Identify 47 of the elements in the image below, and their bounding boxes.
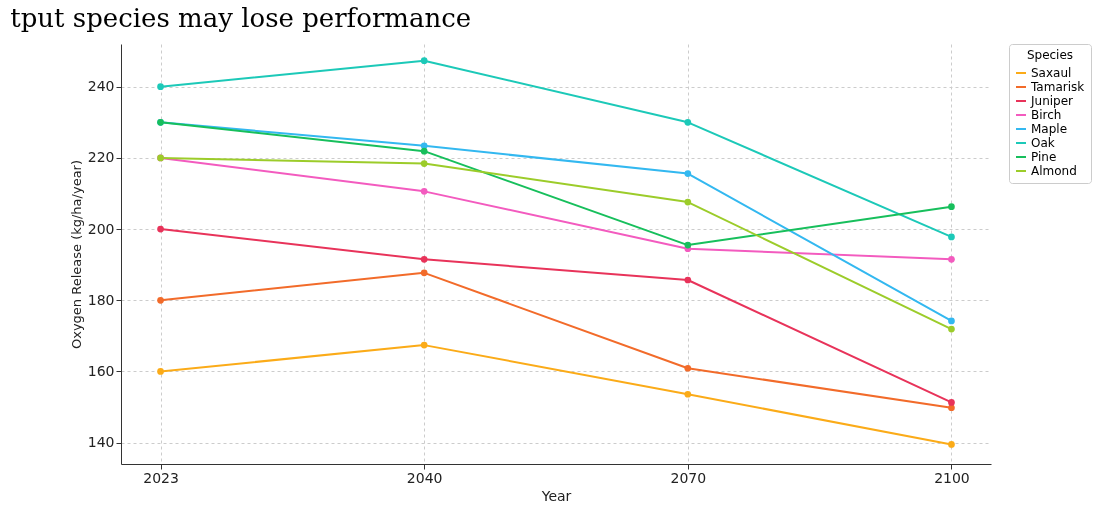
y-tick-label: 180 bbox=[87, 291, 115, 308]
point bbox=[684, 241, 692, 249]
point bbox=[684, 364, 692, 372]
point bbox=[948, 233, 955, 241]
y-axis-title: Oxygen Release (kg/ha/year) bbox=[68, 159, 84, 350]
legend-label: Saxaul bbox=[1031, 66, 1072, 80]
point bbox=[684, 170, 692, 177]
point bbox=[684, 390, 692, 398]
point bbox=[948, 317, 955, 325]
chart-title: tput species may lose performance bbox=[10, 2, 472, 33]
point bbox=[420, 57, 428, 65]
point bbox=[420, 255, 428, 263]
point bbox=[420, 147, 428, 155]
legend-label: Maple bbox=[1031, 122, 1068, 136]
point bbox=[157, 225, 164, 233]
point bbox=[684, 276, 692, 284]
point bbox=[157, 368, 164, 375]
x-tick-label: 2023 bbox=[143, 469, 179, 486]
y-tick-label: 220 bbox=[87, 149, 115, 166]
y-tick-label: 140 bbox=[87, 434, 115, 451]
point bbox=[420, 269, 428, 277]
point bbox=[420, 188, 428, 195]
legend-label: Tamarisk bbox=[1030, 80, 1085, 94]
y-tick-label: 200 bbox=[87, 220, 115, 237]
point bbox=[948, 399, 955, 406]
point bbox=[948, 203, 955, 211]
point bbox=[420, 160, 428, 167]
point bbox=[157, 83, 164, 91]
legend-label: Juniper bbox=[1030, 94, 1074, 108]
legend-label: Birch bbox=[1031, 108, 1062, 122]
point bbox=[684, 118, 692, 126]
point bbox=[420, 341, 428, 349]
legend-label: Pine bbox=[1031, 150, 1057, 164]
y-tick-label: 240 bbox=[87, 78, 115, 95]
point bbox=[948, 325, 955, 333]
x-axis-title: Year bbox=[540, 487, 572, 504]
legend-label: Oak bbox=[1031, 136, 1055, 150]
legend-label: Almond bbox=[1031, 164, 1077, 178]
point bbox=[948, 255, 955, 263]
point bbox=[948, 441, 955, 448]
x-tick-label: 2040 bbox=[406, 469, 443, 486]
point bbox=[157, 296, 164, 304]
y-tick-label: 160 bbox=[87, 362, 115, 379]
x-tick-label: 2100 bbox=[934, 469, 970, 486]
x-tick-label: 2070 bbox=[670, 469, 707, 486]
point bbox=[684, 198, 692, 206]
legend-title: Species bbox=[1026, 48, 1074, 62]
